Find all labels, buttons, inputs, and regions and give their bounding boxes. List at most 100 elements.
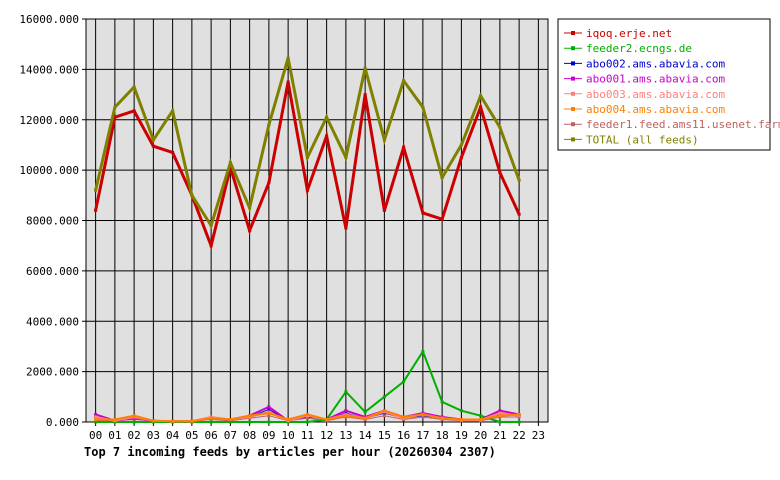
x-axis: 00 01 02 03 04 05 06 07 08 09 10 11 12 13 14 15 16 17 18 19… [89,422,545,442]
data-point [363,416,367,420]
data-point [248,206,252,210]
data-point [421,415,425,419]
x-tick-label: 15 [378,429,391,442]
data-point [286,56,290,60]
data-point [132,85,136,89]
data-point [325,134,329,138]
y-tick-label: 16000.000 [19,13,79,26]
data-point [382,138,386,142]
data-point [363,410,367,414]
data-point [209,416,213,420]
data-point [459,156,463,160]
data-point [286,80,290,84]
x-tick-label: 18 [436,429,449,442]
data-point [267,414,271,418]
data-point [305,156,309,160]
data-point [421,105,425,109]
data-point [517,212,521,216]
data-point [440,217,444,221]
legend-label: abo004.ams.abavia.com [586,103,725,116]
data-point [171,150,175,154]
x-tick-label: 13 [339,429,352,442]
x-tick-label: 19 [455,429,468,442]
data-point [190,419,194,423]
data-point [94,412,98,416]
y-tick-label: 12000.000 [19,114,79,127]
y-tick-label: 8000.000 [26,215,79,228]
data-point [402,145,406,149]
data-point [228,161,232,165]
data-point [344,156,348,160]
legend-marker [571,61,575,66]
x-tick-label: 20 [474,429,487,442]
data-point [171,419,175,423]
x-tick-label: 22 [513,429,526,442]
series-lines [94,56,521,424]
x-tick-label: 01 [108,429,121,442]
data-point [151,144,155,148]
data-point [267,123,271,127]
data-point [94,208,98,212]
data-point [286,417,290,421]
data-point [94,415,98,419]
y-tick-label: 6000.000 [26,265,79,278]
data-point [132,420,136,424]
data-point [479,417,483,421]
data-point [113,417,117,421]
x-tick-label: 17 [416,429,429,442]
data-point [517,412,521,416]
data-point [498,409,502,413]
x-tick-label: 00 [89,429,102,442]
legend-marker [571,76,575,81]
x-tick-label: 07 [224,429,237,442]
chart-caption: Top 7 incoming feeds by articles per hou… [84,445,496,459]
data-point [498,411,502,415]
data-point [267,420,271,424]
data-point [440,176,444,180]
data-point [459,417,463,421]
legend-marker [571,137,575,142]
x-tick-label: 02 [128,429,141,442]
data-point [305,416,309,420]
y-tick-label: 10000.000 [19,164,79,177]
data-point [382,395,386,399]
legend-label: feeder1.feed.ams11.usenet.farm [586,118,780,131]
data-point [479,105,483,109]
data-point [498,125,502,129]
x-tick-label: 23 [532,429,545,442]
data-point [267,405,271,409]
data-point [421,349,425,353]
data-point [498,420,502,424]
data-point [151,419,155,423]
x-tick-label: 05 [185,429,198,442]
x-tick-label: 06 [205,429,218,442]
x-tick-label: 08 [243,429,256,442]
legend-marker [571,91,575,96]
legend: iqoq.erje.net feeder2.ecngs.de abo002.ams.… [557,18,780,151]
data-point [517,178,521,182]
data-point [421,412,425,416]
data-point [421,211,425,215]
data-point [94,417,98,421]
data-point [344,409,348,413]
data-point [305,412,309,416]
data-point [363,93,367,97]
data-point [382,414,386,418]
data-point [402,415,406,419]
y-tick-label: 14000.000 [19,63,79,76]
x-tick-label: 14 [359,429,373,442]
data-point [440,416,444,420]
data-point [248,229,252,233]
legend-label: abo002.ams.abavia.com [586,57,725,70]
data-point [325,115,329,119]
data-point [517,420,521,424]
legend-marker [571,46,575,51]
data-point [498,414,502,418]
legend-box [557,18,771,151]
y-tick-label: 2000.000 [26,366,79,379]
data-point [344,226,348,230]
data-point [459,143,463,147]
data-point [267,407,271,411]
legend-marker [571,107,575,111]
data-point [382,409,386,413]
